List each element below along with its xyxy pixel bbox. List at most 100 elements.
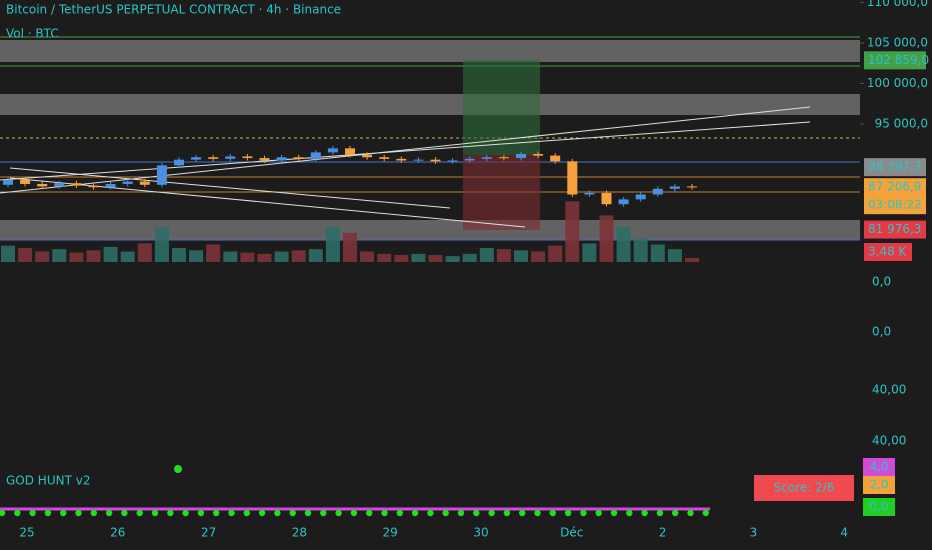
volume-bar xyxy=(308,249,323,262)
panel-label: 40,00 xyxy=(872,434,906,448)
volume-label: Vol · BTC xyxy=(6,27,59,41)
volume-bar xyxy=(479,248,494,262)
volume-bar xyxy=(120,251,135,262)
volume-bar xyxy=(240,252,255,262)
x-tick-label: 3 xyxy=(750,526,758,540)
signal-dot xyxy=(488,509,495,517)
candle-body xyxy=(618,199,629,205)
signal-dot xyxy=(626,509,633,517)
zone-band xyxy=(0,220,860,240)
signal-dot xyxy=(105,509,113,517)
signal-dot xyxy=(174,465,182,473)
level-box xyxy=(863,458,895,476)
volume-bar xyxy=(325,227,340,262)
candle-body xyxy=(345,148,355,155)
volume-bar xyxy=(377,253,392,262)
volume-bar xyxy=(599,215,614,262)
volume-bar xyxy=(496,249,511,262)
score-box xyxy=(754,475,854,501)
volume-bar xyxy=(411,253,426,262)
candle-body xyxy=(652,188,663,195)
candle-body xyxy=(122,181,133,184)
signal-dot xyxy=(503,509,511,517)
candle-body xyxy=(516,153,526,159)
x-tick-label: 27 xyxy=(201,526,216,540)
candle-body xyxy=(20,179,31,184)
price-label-box xyxy=(864,220,926,239)
signal-dot xyxy=(702,509,709,517)
signal-dot xyxy=(151,509,159,517)
volume-bar xyxy=(35,251,50,262)
loss-zone xyxy=(463,155,540,230)
price-label-box xyxy=(864,178,926,215)
volume-bar xyxy=(650,244,665,262)
signal-dots xyxy=(0,509,709,517)
panel-label: 0,0 xyxy=(872,275,891,289)
signal-dot xyxy=(656,509,664,517)
signal-dot xyxy=(75,509,82,517)
signal-dot xyxy=(595,509,602,517)
signal-dot xyxy=(136,509,143,517)
candle-body xyxy=(327,148,338,153)
signal-dot xyxy=(687,509,694,517)
volume-label-box xyxy=(864,243,912,261)
signal-dot xyxy=(366,509,373,517)
x-tick-label: 29 xyxy=(383,526,398,540)
signal-dot xyxy=(182,509,189,517)
volume-bar xyxy=(685,257,699,262)
level-label: 2,0 xyxy=(869,478,888,492)
volume-bar xyxy=(103,246,118,262)
volume-bar xyxy=(1,245,15,262)
candle-body xyxy=(362,154,373,158)
candle-body xyxy=(174,159,184,166)
volume-bar xyxy=(52,249,67,262)
volume-bar xyxy=(445,256,460,262)
candle-body xyxy=(37,183,48,187)
volume-bar xyxy=(514,250,528,262)
panel-label: 40,00 xyxy=(872,383,906,397)
score: Score: 2/6 xyxy=(774,481,835,495)
signal-dot xyxy=(228,509,235,517)
indicator-name: GOD HUNT v2 xyxy=(6,474,90,488)
candle-body xyxy=(156,165,167,185)
candle-body xyxy=(208,157,219,159)
volume-bar xyxy=(343,232,357,262)
candle-body xyxy=(550,155,561,162)
signal-dot xyxy=(258,509,266,517)
candle-body xyxy=(669,186,680,189)
price-label: 87 206,9 xyxy=(868,180,921,194)
trend-line xyxy=(0,106,811,194)
candle-body xyxy=(396,158,407,161)
signal-dot xyxy=(534,509,541,517)
volume-bar xyxy=(223,251,238,262)
chart-title: Bitcoin / TetherUS PERPETUAL CONTRACT · … xyxy=(6,3,341,17)
level-box xyxy=(863,476,895,494)
signal-dot xyxy=(473,509,480,517)
x-tick-label: Déc xyxy=(560,526,583,540)
volume-bar xyxy=(274,251,289,262)
volume-last-label: 3,48 K xyxy=(868,245,908,259)
candle-body xyxy=(54,183,65,187)
signal-dot xyxy=(519,509,526,517)
volume-bar xyxy=(154,227,169,262)
x-tick-label: 2 xyxy=(659,526,667,540)
signal-dot xyxy=(0,509,6,517)
x-tick-label: 4 xyxy=(840,526,848,540)
signal-dot xyxy=(274,509,281,517)
x-tick-label: 26 xyxy=(110,526,125,540)
profit-zone xyxy=(463,60,540,155)
volume-bar xyxy=(137,243,152,262)
volume-bar xyxy=(548,245,563,262)
signal-dot xyxy=(381,509,388,517)
candle-body xyxy=(242,156,253,159)
signal-dot xyxy=(289,509,296,517)
signal-dot xyxy=(580,509,587,517)
volume-bar xyxy=(291,250,306,262)
y-tick-label: 110 000,0 xyxy=(867,0,928,9)
candle-body xyxy=(567,161,578,195)
volume-bar xyxy=(616,227,631,262)
price-label: 81 976,3 xyxy=(868,222,921,236)
volume-bar xyxy=(18,248,33,262)
